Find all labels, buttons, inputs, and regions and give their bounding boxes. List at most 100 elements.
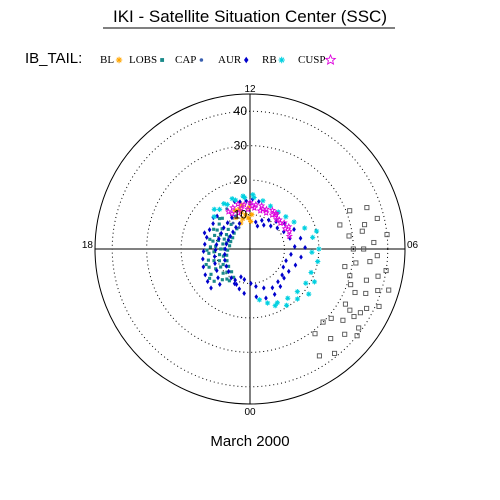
grid-circle [111, 110, 389, 388]
point-rb [260, 198, 266, 204]
point-rb [313, 228, 320, 234]
legend-item-aur: AUR [218, 54, 249, 66]
point-rb [216, 206, 223, 212]
radial-tick-label: 40 [234, 104, 248, 118]
point-lobs [220, 216, 224, 220]
point-aur [229, 275, 234, 281]
point-unlabeled [383, 268, 389, 274]
point-rb [316, 246, 322, 252]
point-aur [224, 241, 229, 247]
point-rb [309, 249, 315, 255]
point-lobs [205, 248, 209, 252]
point-unlabeled [328, 315, 334, 321]
point-unlabeled [312, 331, 318, 337]
radial-tick-label: 10 [234, 208, 248, 222]
point-lobs [208, 237, 212, 241]
radial-tick-label: 30 [234, 139, 248, 153]
point-lobs [225, 259, 229, 263]
point-unlabeled [371, 239, 377, 246]
point-lobs [232, 275, 236, 279]
legend-label: AUR [218, 54, 242, 66]
point-unlabeled [364, 205, 370, 211]
legend-item-lobs: LOBS [129, 54, 165, 66]
point-aur [234, 224, 238, 230]
point-aur [207, 227, 212, 233]
chart-title: IKI - Satellite Situation Center (SSC) [113, 7, 387, 26]
point-aur [260, 217, 264, 223]
point-unlabeled [352, 289, 358, 296]
point-unlabeled [342, 301, 348, 307]
point-aur [201, 248, 206, 255]
point-unlabeled [320, 319, 326, 325]
point-aur [224, 263, 229, 269]
point-aur [275, 225, 280, 231]
point-aur [293, 262, 298, 268]
legend-label: CAP [175, 54, 196, 66]
point-aur [223, 257, 227, 263]
point-aur [216, 275, 220, 281]
point-aur [298, 235, 303, 241]
point-aur [201, 264, 206, 270]
legend-prefix: IB_TAIL: [25, 50, 82, 67]
point-aur [286, 268, 291, 274]
point-lobs [218, 233, 223, 237]
point-cusp [268, 206, 276, 214]
point-rb [232, 197, 239, 203]
point-unlabeled [346, 233, 352, 239]
point-aur [214, 241, 219, 248]
point-cusp [229, 203, 237, 211]
point-rb [311, 279, 318, 285]
legend: IB_TAIL: BL LOBS CAP AUR RB CUSP [25, 50, 337, 67]
radial-tick-label: 20 [234, 173, 248, 187]
point-lobs [225, 270, 229, 274]
point-unlabeled [361, 246, 367, 252]
point-bl [242, 212, 249, 218]
point-cusp [248, 202, 256, 210]
point-rb [211, 214, 217, 220]
point-lobs [235, 227, 239, 231]
point-rb [306, 291, 312, 297]
point-unlabeled [374, 215, 380, 221]
point-unlabeled [353, 260, 359, 266]
point-lobs [217, 222, 221, 226]
point-lobs [219, 265, 223, 269]
point-aur [272, 291, 277, 298]
point-rb [221, 201, 227, 207]
point-aur [249, 280, 253, 287]
point-unlabeled [357, 310, 363, 316]
series-cusp [224, 198, 293, 240]
point-aur [242, 290, 246, 296]
legend-item-cap: CAP [175, 54, 204, 66]
point-unlabeled [359, 228, 365, 234]
point-cap [237, 226, 241, 229]
point-unlabeled [364, 305, 370, 311]
series-lobs [204, 216, 239, 283]
point-cusp [285, 232, 293, 240]
point-aur [213, 247, 218, 253]
angular-label: 06 [407, 240, 419, 251]
point-rb [285, 295, 291, 301]
point-aur [221, 225, 226, 231]
point-lobs [232, 231, 236, 235]
point-aur [223, 246, 228, 252]
point-cusp [244, 205, 252, 213]
point-aur [244, 198, 249, 204]
point-aur [230, 215, 234, 221]
legend-label: LOBS [129, 54, 157, 66]
point-aur [202, 230, 207, 236]
point-rb [303, 280, 309, 286]
point-bl [246, 205, 252, 211]
point-aur [201, 256, 205, 262]
point-cusp [237, 204, 245, 212]
point-rb [229, 196, 235, 202]
point-aur [237, 220, 242, 227]
series-cap [225, 207, 241, 229]
point-unlabeled [347, 307, 353, 313]
point-cusp [258, 201, 266, 209]
legend-marker-lobs [160, 58, 165, 62]
point-bl [233, 214, 239, 221]
point-cap [225, 207, 229, 211]
point-unlabeled [337, 222, 343, 228]
point-aur [253, 219, 258, 225]
point-rb [274, 300, 280, 306]
